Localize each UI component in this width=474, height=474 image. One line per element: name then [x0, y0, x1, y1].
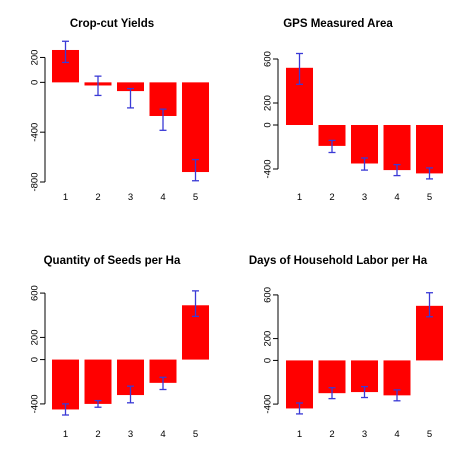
panel-title: Crop-cut Yields	[70, 18, 154, 30]
panel-4: Days of Household Labor per Ha -400 0 200 60…	[249, 255, 443, 440]
x-tick-label: 2	[329, 429, 334, 440]
x-tick-label: 5	[427, 192, 432, 203]
bar-2	[318, 125, 346, 146]
error-bar-2	[328, 139, 336, 154]
panel-title: GPS Measured Area	[283, 18, 393, 30]
y-tick-label: -400	[263, 159, 274, 178]
x-tick-label: 4	[394, 192, 399, 203]
error-bar-5	[192, 290, 199, 318]
error-bar-2	[94, 399, 102, 408]
error-bar-4	[393, 163, 401, 177]
y-tick-label: 600	[30, 285, 41, 301]
y-tick-label: -400	[263, 395, 274, 414]
x-tick-label: 4	[160, 429, 165, 440]
bar-1	[52, 359, 79, 410]
bar-3	[117, 82, 144, 92]
error-bar-2	[328, 387, 336, 400]
x-tick-label: 1	[63, 429, 68, 440]
y-tick-label: -800	[30, 172, 41, 191]
y-tick-label: -400	[30, 123, 41, 142]
error-bar-5	[192, 158, 199, 182]
panel-2: GPS Measured Area -400 0 200 600 1 2 3 4 5	[263, 18, 443, 203]
y-tick-label: 0	[30, 80, 41, 85]
x-tick-label: 5	[193, 192, 198, 203]
x-tick-label: 2	[95, 429, 100, 440]
x-tick-label: 3	[362, 429, 367, 440]
panel-3: Quantity of Seeds per Ha -400 0 200 600 1 2 3 4 5	[30, 255, 209, 440]
bar-3	[351, 125, 378, 164]
y-tick-label: 0	[263, 122, 274, 127]
error-bar-1	[62, 403, 69, 416]
error-bar-1	[62, 40, 69, 64]
bar-5	[182, 82, 209, 173]
bar-5	[416, 125, 443, 174]
error-bar-4	[159, 108, 167, 131]
y-tick-label: 600	[263, 287, 274, 303]
y-tick-label: 0	[263, 358, 274, 363]
x-tick-label: 1	[297, 429, 302, 440]
x-tick-label: 4	[160, 192, 165, 203]
error-bar-4	[393, 389, 401, 402]
y-tick-label: 200	[263, 331, 274, 347]
y-tick-label: 200	[30, 329, 41, 345]
error-bar-4	[159, 376, 167, 391]
y-tick-label: 600	[263, 51, 274, 67]
x-tick-label: 5	[193, 429, 198, 440]
y-tick-label: 200	[263, 95, 274, 111]
y-tick-label: -400	[30, 394, 41, 413]
error-bar-1	[296, 402, 303, 415]
x-tick-label: 1	[63, 192, 68, 203]
panel-title: Days of Household Labor per Ha	[249, 255, 428, 267]
panel-1: Crop-cut Yields -800 -400 0 200 1 2 3 4 5	[30, 18, 209, 203]
bar-4	[383, 125, 411, 171]
x-tick-label: 3	[362, 192, 367, 203]
error-bar-2	[94, 75, 102, 97]
x-tick-label: 3	[128, 429, 133, 440]
bar-1	[286, 360, 313, 409]
x-tick-label: 1	[297, 192, 302, 203]
x-tick-label: 3	[128, 192, 133, 203]
error-bar-3	[127, 385, 134, 404]
x-tick-label: 5	[427, 429, 432, 440]
error-bar-1	[296, 52, 303, 85]
x-tick-label: 2	[95, 192, 100, 203]
error-bar-3	[361, 157, 368, 171]
bar-2	[84, 359, 112, 404]
y-tick-label: 0	[30, 357, 41, 362]
error-bar-3	[361, 385, 368, 399]
panel-title: Quantity of Seeds per Ha	[44, 255, 181, 267]
error-bar-5	[426, 167, 433, 180]
x-tick-label: 2	[329, 192, 334, 203]
y-tick-label: 200	[30, 50, 41, 66]
bar-4	[149, 359, 177, 383]
x-tick-label: 4	[394, 429, 399, 440]
error-bar-3	[127, 87, 134, 109]
error-bar-5	[426, 292, 433, 318]
